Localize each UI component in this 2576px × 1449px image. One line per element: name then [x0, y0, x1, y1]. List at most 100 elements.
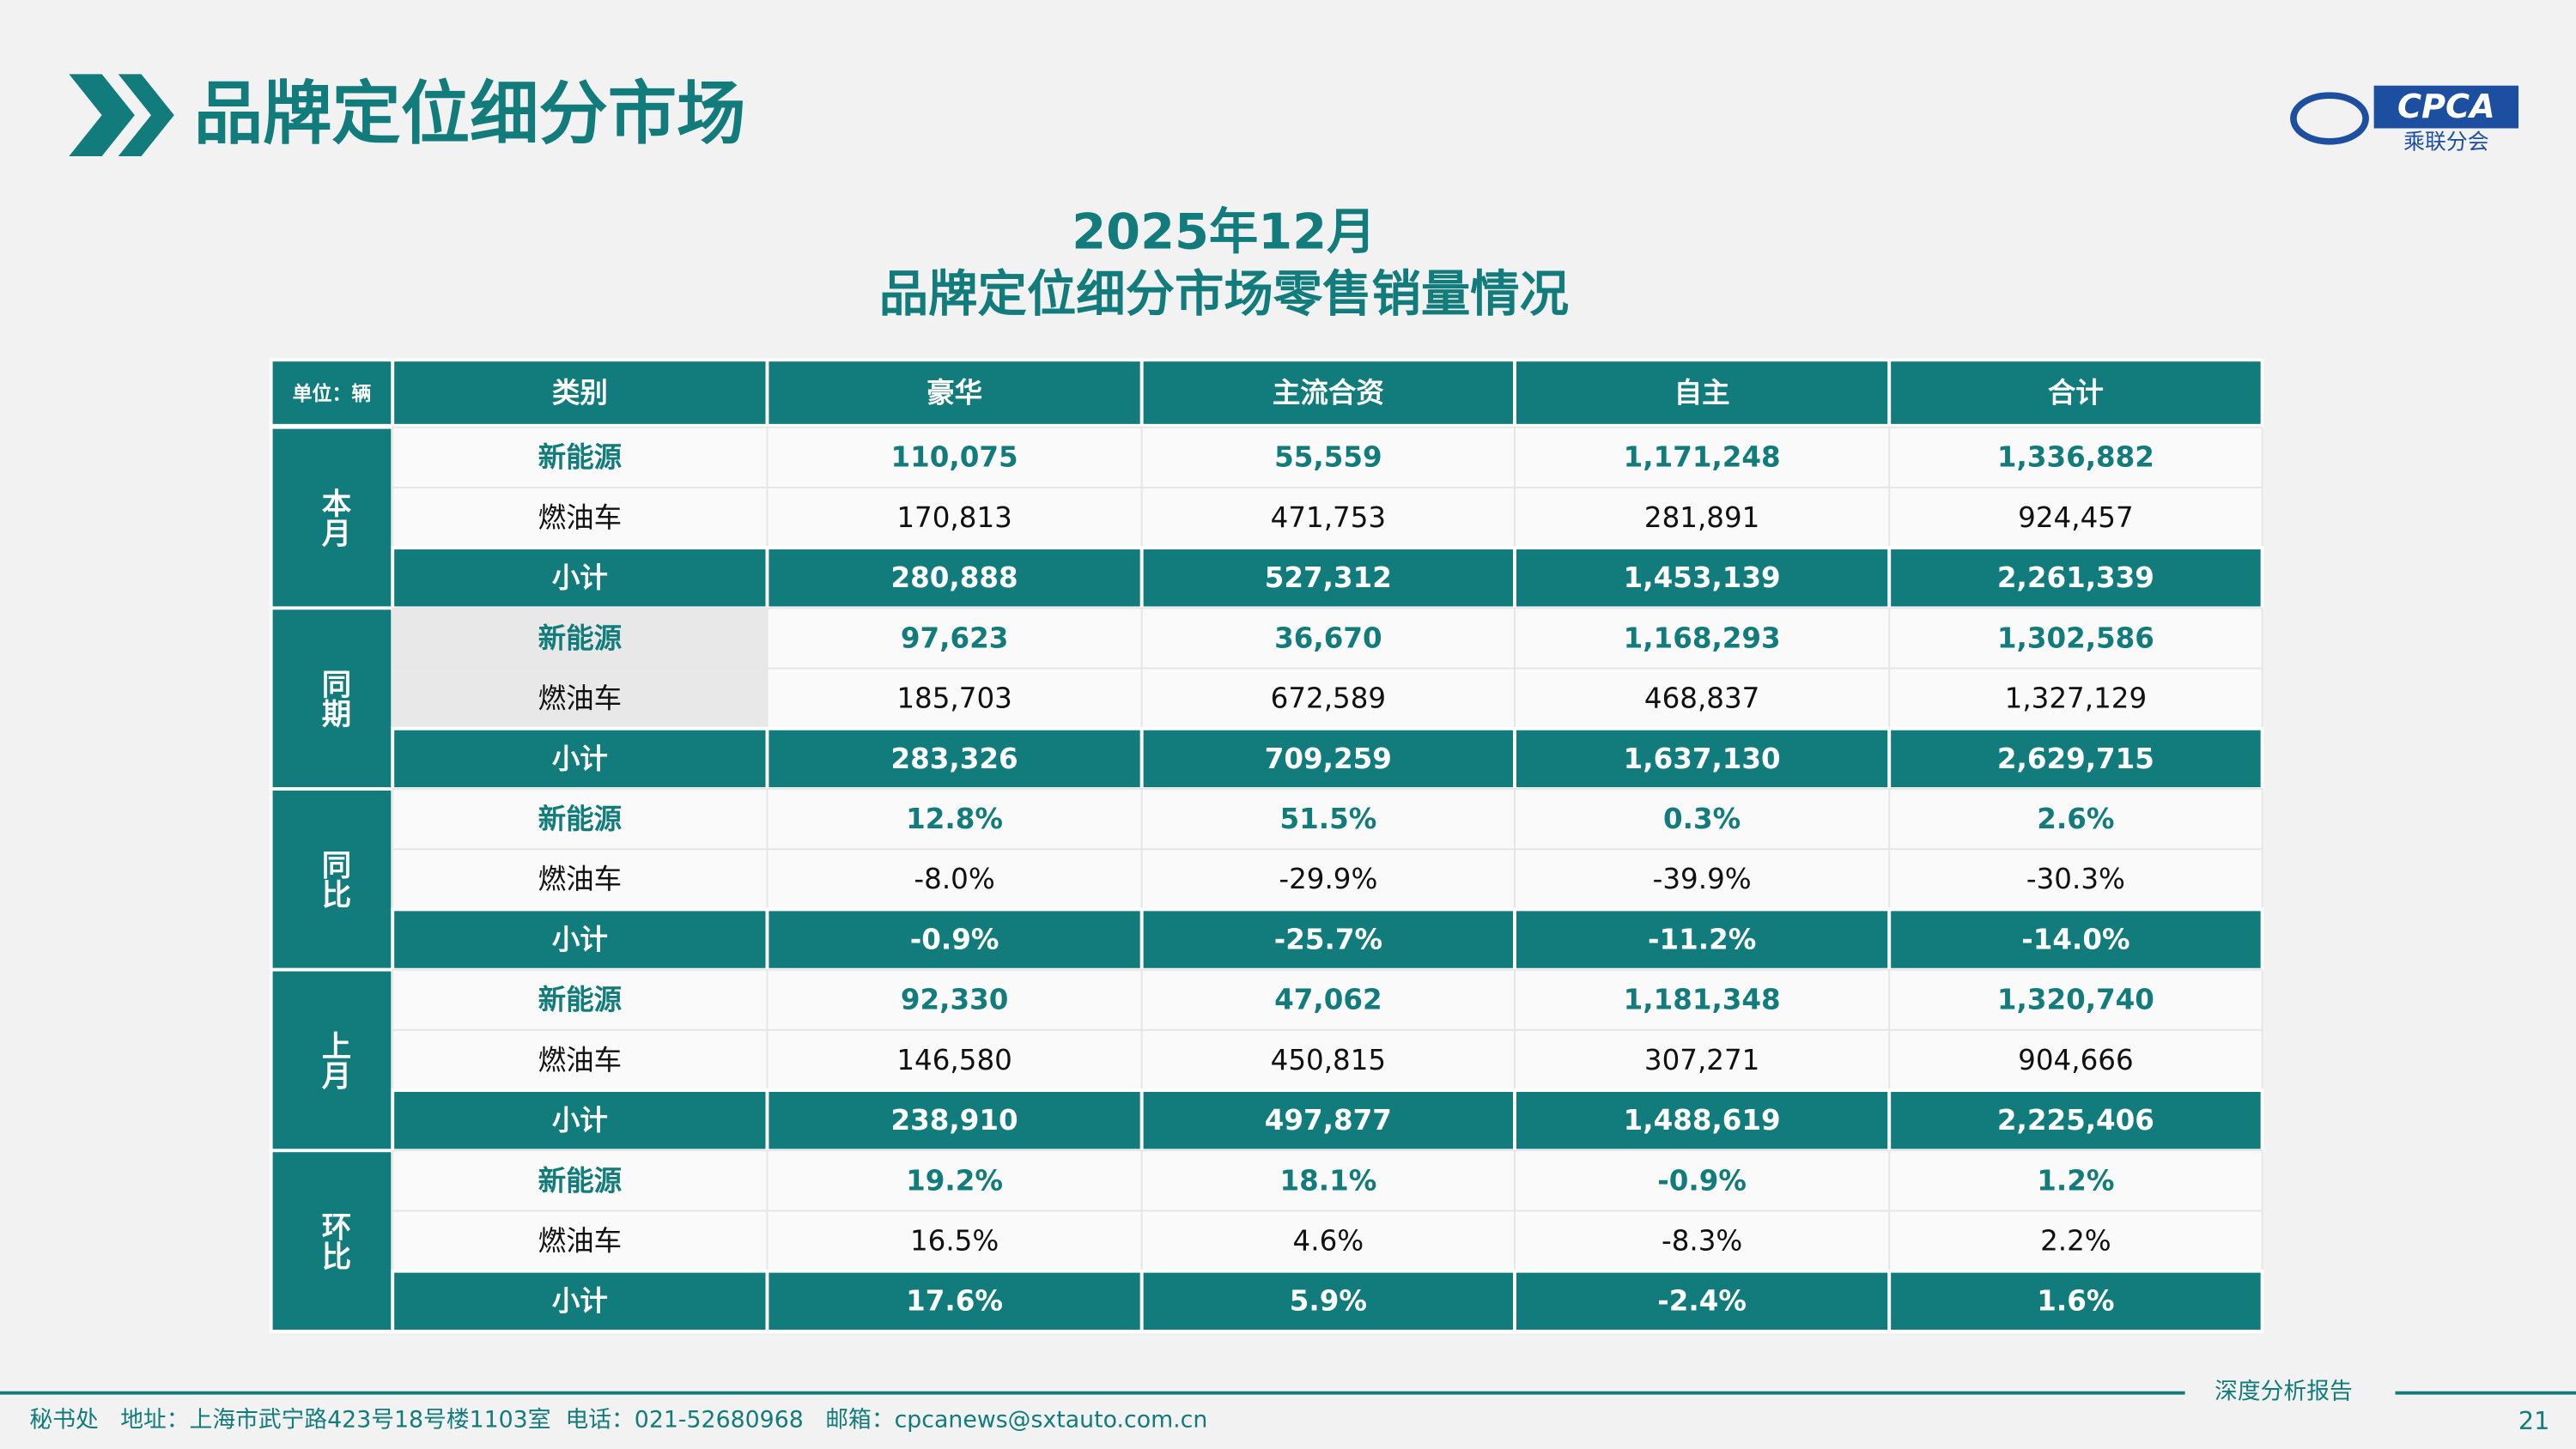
cell-text: 燃油车 [538, 682, 623, 715]
cell-text: 497,877 [1265, 1104, 1392, 1137]
cell-text: 1.6% [2037, 1285, 2114, 1318]
group-label: 本月 [316, 488, 351, 548]
cell-text: 2,261,339 [1997, 561, 2154, 594]
cell-text: 1,320,740 [1997, 984, 2154, 1016]
cell-text: 1,168,293 [1624, 621, 1781, 654]
cell-text: 燃油车 [538, 501, 623, 534]
cell [766, 1028, 1143, 1092]
cell [1888, 607, 2263, 670]
cell-text: 468,837 [1644, 682, 1759, 715]
cell-text: -14.0% [2021, 923, 2129, 955]
cell-text: 904,666 [2018, 1044, 2133, 1076]
chevron [118, 74, 174, 157]
cell-text: 185,703 [896, 682, 1012, 715]
cell-text: 2.6% [2037, 803, 2114, 835]
cell [392, 426, 769, 488]
cell-text: 小计 [552, 743, 608, 775]
cell [1514, 1028, 1891, 1092]
header-text: 合计 [2048, 376, 2104, 409]
cell-text: 19.2% [906, 1164, 1003, 1197]
cell [392, 486, 769, 549]
cell [392, 788, 769, 851]
header-cell [1139, 358, 1516, 427]
cell [1514, 788, 1891, 851]
cell [765, 907, 1144, 972]
cell [1887, 546, 2264, 610]
cell-text: 672,589 [1271, 682, 1386, 715]
cell-text: 47,062 [1274, 984, 1382, 1016]
cell-text: 2,225,406 [1997, 1104, 2154, 1137]
cell [1514, 968, 1891, 1031]
group-label: 同期 [316, 669, 351, 729]
cell-text: 238,910 [891, 1104, 1018, 1137]
cell [1140, 1028, 1516, 1092]
cell [392, 1149, 769, 1212]
cell [1514, 607, 1891, 670]
group-cell [269, 967, 395, 1153]
cell [392, 607, 769, 670]
cell-text: 450,815 [1271, 1044, 1386, 1076]
cell [766, 426, 1143, 488]
cell-text: 5.9% [1290, 1285, 1367, 1318]
header-text: 自主 [1674, 376, 1730, 409]
cell-text: -8.0% [914, 863, 994, 895]
cell-text: 2.2% [2040, 1225, 2111, 1258]
cell-text: 709,259 [1265, 743, 1392, 775]
cell-text: 17.6% [906, 1285, 1003, 1318]
cell-text: 小计 [552, 923, 608, 955]
cell-text: 18.1% [1279, 1164, 1376, 1197]
cell [1140, 1210, 1516, 1272]
group-label: 同比 [316, 850, 350, 909]
cell-text: 170,813 [896, 501, 1012, 534]
logo-subtitle: 乘联分会 [2403, 130, 2488, 155]
header-text: 主流合资 [1273, 376, 1384, 409]
cell-text: 新能源 [538, 621, 623, 654]
cell [766, 486, 1143, 549]
cell-text: 小计 [552, 1104, 608, 1137]
cell [1514, 1149, 1891, 1212]
cell-text: 4.6% [1293, 1225, 1364, 1258]
header-cell [391, 358, 769, 427]
cell-text: 1,453,139 [1624, 561, 1781, 594]
group-cell [269, 1149, 395, 1333]
cell [1140, 426, 1516, 488]
cell-text: 1,637,130 [1624, 743, 1781, 775]
cell-text: 1,488,619 [1624, 1104, 1781, 1137]
cell [392, 667, 769, 730]
cell-text: 281,891 [1644, 501, 1759, 534]
cell-text: 1,171,248 [1624, 441, 1781, 474]
group-cell [269, 425, 395, 610]
header-text: 单位：辆 [293, 382, 372, 405]
cell-text: 1,336,882 [1997, 441, 2154, 474]
cell-text: 燃油车 [538, 1225, 623, 1258]
cell [391, 1088, 769, 1153]
cell-text: 1,302,586 [1997, 621, 2154, 654]
cell [1513, 546, 1892, 610]
cell-text: -8.3% [1662, 1225, 1742, 1258]
logo-box [2373, 85, 2519, 129]
cell-text: 燃油车 [538, 863, 623, 895]
cell [766, 607, 1143, 670]
cell-text: 新能源 [538, 803, 623, 835]
page-number: 21 [2518, 1406, 2550, 1435]
cell [1514, 426, 1891, 488]
cell [391, 1269, 769, 1333]
cell-text: 小计 [552, 1285, 608, 1318]
cell [391, 546, 769, 610]
header-cell [1887, 358, 2264, 427]
cell-text: -39.9% [1653, 863, 1752, 895]
cell-text: 97,623 [901, 621, 1008, 654]
logo-text: CPCA [2397, 88, 2495, 126]
cell-text: 新能源 [538, 441, 623, 474]
cell [1140, 968, 1516, 1031]
cell-text: 146,580 [896, 1044, 1012, 1076]
cell [1888, 667, 2263, 730]
cell-text: -0.9% [910, 923, 999, 955]
header-text: 豪华 [927, 376, 982, 409]
table-subtitle: 品牌定位细分市场零售销量情况 [879, 265, 1569, 323]
cell [1888, 788, 2263, 851]
cell-text: 51.5% [1279, 803, 1376, 835]
cell-text: 307,271 [1644, 1044, 1759, 1076]
group-label: 环比 [316, 1211, 351, 1270]
